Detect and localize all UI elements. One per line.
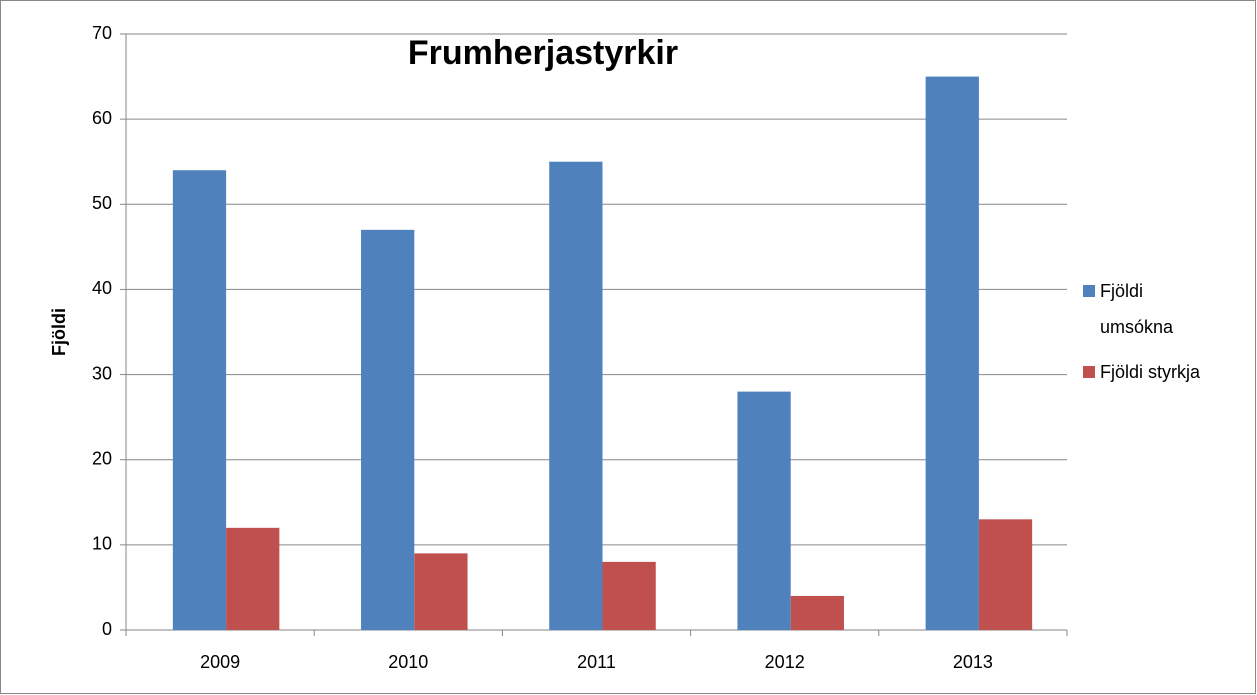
x-tick-label: 2012	[765, 652, 805, 672]
y-axis-label: Fjöldi	[49, 308, 69, 356]
y-tick-label: 60	[92, 108, 112, 128]
bar	[790, 595, 844, 630]
x-tick-label: 2010	[388, 652, 428, 672]
y-tick-label: 0	[102, 619, 112, 639]
legend-swatch	[1083, 366, 1095, 378]
bar	[361, 229, 415, 631]
legend-item: Fjöldi styrkja	[1083, 354, 1213, 390]
y-tick-label: 40	[92, 278, 112, 298]
bar	[737, 391, 791, 630]
y-tick-label: 50	[92, 193, 112, 213]
bar	[172, 170, 227, 630]
y-tick-label: 20	[92, 448, 112, 468]
x-tick-label: 2009	[200, 652, 240, 672]
x-tick-label: 2013	[953, 652, 993, 672]
x-tick-label: 2011	[577, 652, 616, 672]
y-tick-label: 10	[92, 534, 112, 554]
legend-item: Fjöldi umsókna	[1083, 273, 1213, 345]
bar	[925, 76, 979, 631]
chart-title: Frumherjastyrkir	[408, 34, 678, 72]
bar	[414, 553, 468, 630]
legend-label: Fjöldi styrkja	[1100, 362, 1201, 382]
bar	[226, 527, 280, 630]
bar	[549, 161, 603, 630]
bar	[978, 519, 1033, 630]
y-tick-label: 70	[92, 23, 112, 43]
legend-label: Fjöldi umsókna	[1100, 281, 1174, 337]
bar	[602, 561, 656, 630]
legend-swatch	[1083, 285, 1095, 297]
y-tick-label: 30	[92, 363, 112, 383]
